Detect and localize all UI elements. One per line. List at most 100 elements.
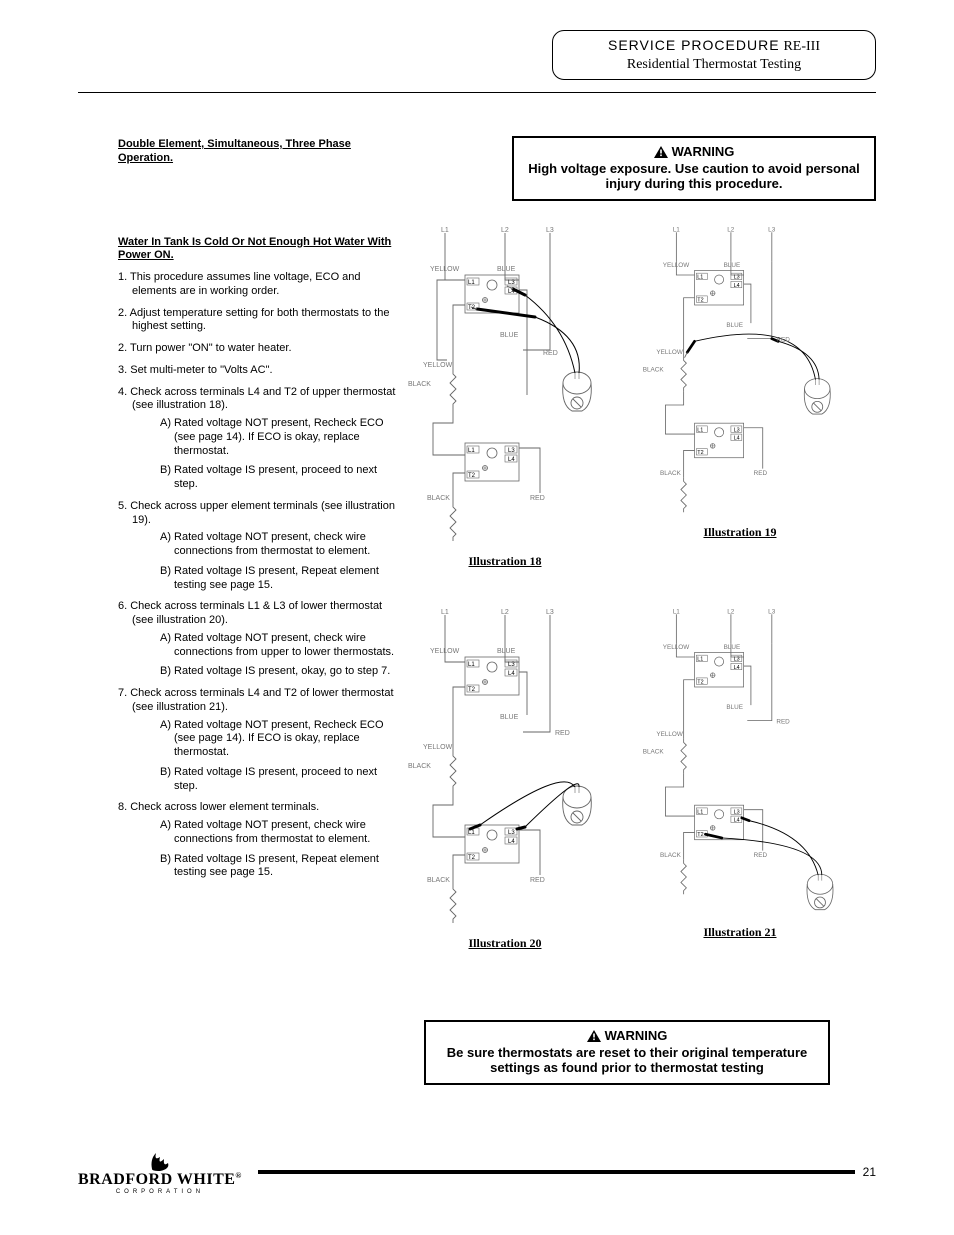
section-heading-2: Water In Tank Is Cold Or Not Enough Hot … [118,236,403,264]
svg-text:BLACK: BLACK [427,877,450,884]
svg-text:L1: L1 [697,427,703,433]
step-4-sub-b: B) Rated voltage IS present, proceed to … [132,464,403,492]
svg-text:L1: L1 [468,448,475,454]
svg-text:L2: L2 [727,608,735,615]
svg-text:L2: L2 [727,226,735,233]
svg-text:L1: L1 [441,227,449,234]
svg-text:L4: L4 [734,283,740,289]
svg-text:BLUE: BLUE [497,266,516,273]
step-6-sub-a: A) Rated voltage NOT present, check wire… [132,632,403,660]
warning-bottom-header: WARNING [587,1028,668,1043]
warning-top-title: WARNING [672,144,735,159]
header-subtitle: Residential Thermostat Testing [573,57,855,73]
step-8-text: 8. Check across lower element terminals. [118,801,319,813]
warning-icon [587,1030,601,1042]
svg-text:BLUE: BLUE [500,332,519,339]
svg-text:T2: T2 [468,855,476,861]
step-3: 3. Set multi-meter to "Volts AC". [118,364,403,378]
svg-text:L3: L3 [508,662,515,668]
warning-top-body: High voltage exposure. Use caution to av… [524,161,864,191]
warning-bottom-body: Be sure thermostats are reset to their o… [436,1045,818,1075]
caption-21: Illustration 21 [640,925,840,940]
flame-icon [148,1149,172,1171]
svg-text:BLUE: BLUE [726,704,743,711]
svg-text:L3: L3 [734,809,740,815]
svg-text:L1: L1 [441,609,449,616]
svg-text:YELLOW: YELLOW [423,362,453,369]
svg-text:BLACK: BLACK [660,852,682,859]
svg-text:RED: RED [543,350,558,357]
header-title-code: RE-III [783,39,820,54]
svg-text:L2: L2 [501,227,509,234]
header-rule [78,92,876,93]
svg-text:L1: L1 [697,657,703,663]
page: SERVICE PROCEDURE RE-III Residential The… [0,0,954,1235]
step-6-sub-b: B) Rated voltage IS present, okay, go to… [132,665,403,679]
step-1: 1. This procedure assumes line voltage, … [118,271,403,299]
warning-top-header: WARNING [654,144,735,159]
svg-text:BLACK: BLACK [408,381,431,388]
svg-text:L3: L3 [734,657,740,663]
svg-text:L4: L4 [508,457,515,463]
svg-text:L1: L1 [697,275,703,281]
svg-text:T2: T2 [697,832,703,838]
brand-corp: CORPORATION [116,1189,204,1195]
svg-text:L4: L4 [508,839,515,845]
svg-text:T2: T2 [468,305,476,311]
svg-text:RED: RED [776,718,790,725]
left-column: Double Element, Simultaneous, Three Phas… [118,138,403,888]
svg-text:L3: L3 [768,608,776,615]
footer-rule [258,1170,855,1174]
svg-text:YELLOW: YELLOW [423,744,453,751]
svg-text:L1: L1 [468,662,475,668]
svg-text:BLACK: BLACK [643,366,665,373]
svg-text:YELLOW: YELLOW [430,648,460,655]
svg-text:T2: T2 [468,687,476,693]
svg-text:RED: RED [754,852,768,859]
svg-text:YELLOW: YELLOW [656,349,683,356]
svg-text:L3: L3 [508,280,515,286]
svg-text:RED: RED [530,877,545,884]
brand-name: BRADFORD WHITE® [78,1171,242,1189]
svg-text:BLUE: BLUE [724,262,741,269]
step-7-sub-b: B) Rated voltage IS present, proceed to … [132,766,403,794]
diagrams-area: L1 L2 L3 YELLOW BLUE BLUE RED YELLOW BLA… [405,225,875,1015]
step-5-sub-b: B) Rated voltage IS present, Repeat elem… [132,565,403,593]
svg-text:L3: L3 [508,830,515,836]
svg-text:YELLOW: YELLOW [663,644,690,651]
svg-text:YELLOW: YELLOW [663,262,690,269]
warning-bottom-title: WARNING [605,1028,668,1043]
svg-text:L1: L1 [468,830,475,836]
svg-text:L3: L3 [508,448,515,454]
warning-box-bottom: WARNING Be sure thermostats are reset to… [424,1020,830,1085]
svg-text:L1: L1 [697,809,703,815]
svg-text:L4: L4 [734,818,740,824]
caption-20: Illustration 20 [405,936,605,951]
svg-text:T2: T2 [697,450,703,456]
svg-text:T2: T2 [468,473,476,479]
header-title: SERVICE PROCEDURE RE-III [573,37,855,55]
svg-text:L3: L3 [734,427,740,433]
step-4-text: 4. Check across terminals L4 and T2 of u… [118,386,395,412]
svg-text:L4: L4 [734,665,740,671]
step-8: 8. Check across lower element terminals.… [118,801,403,880]
svg-text:L2: L2 [501,609,509,616]
svg-text:BLACK: BLACK [427,495,450,502]
svg-text:L3: L3 [734,275,740,281]
warning-icon [654,146,668,158]
svg-text:BLACK: BLACK [643,748,665,755]
step-5: 5. Check across upper element terminals … [118,500,403,593]
svg-text:T2: T2 [697,679,703,685]
step-2b: 2. Turn power "ON" to water heater. [118,342,403,356]
svg-text:L4: L4 [508,671,515,677]
diagram-18: L1 L2 L3 YELLOW BLUE BLUE RED YELLOW BLA… [405,225,605,569]
svg-text:BLUE: BLUE [724,644,741,651]
svg-text:T2: T2 [697,297,703,303]
section-heading-1: Double Element, Simultaneous, Three Phas… [118,138,403,166]
step-2a: 2. Adjust temperature setting for both t… [118,307,403,335]
step-4: 4. Check across terminals L4 and T2 of u… [118,386,403,492]
step-8-sub-a: A) Rated voltage NOT present, check wire… [132,819,403,847]
svg-text:L4: L4 [508,289,515,295]
svg-text:BLUE: BLUE [726,322,743,329]
svg-text:BLACK: BLACK [408,763,431,770]
